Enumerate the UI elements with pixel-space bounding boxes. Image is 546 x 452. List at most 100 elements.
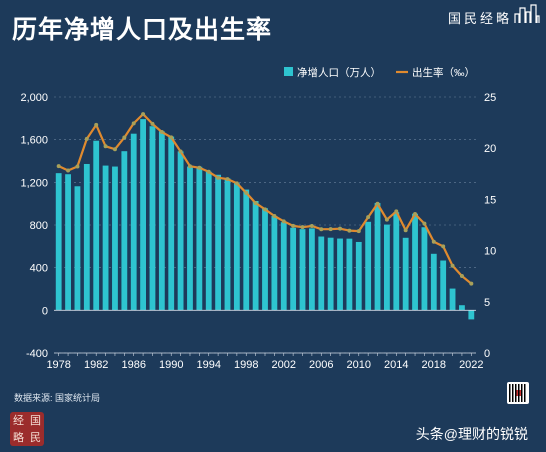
data-source-note: 数据来源: 国家统计局 (14, 393, 101, 403)
y-right-tick-label: 20 (484, 143, 496, 155)
birth-rate-point (244, 190, 249, 195)
y-left-tick-label: 1,200 (20, 177, 48, 189)
brand-seal: 经 国 略 民 (10, 412, 44, 446)
birth-rate-point (403, 228, 408, 233)
bar (299, 229, 306, 311)
birth-rate-point (225, 177, 230, 182)
birth-rate-point (253, 201, 258, 206)
bar (55, 173, 62, 311)
y-left-tick-label: 400 (30, 263, 48, 275)
x-tick-label: 2022 (459, 359, 483, 371)
birth-rate-point (56, 164, 61, 169)
bar (346, 238, 353, 311)
bar (262, 208, 268, 311)
birth-rate-point (441, 244, 446, 249)
bar (430, 253, 437, 311)
seal-char: 民 (30, 431, 41, 444)
x-tick-label: 2018 (422, 359, 446, 371)
bar (271, 216, 278, 311)
birth-rate-point (75, 164, 80, 169)
y-right-tick-label: 15 (484, 194, 496, 206)
x-tick-label: 2010 (347, 359, 371, 371)
watermark-credit: 头条@理财的锐锐 (415, 426, 528, 442)
birth-rate-point (356, 229, 361, 234)
birth-rate-point (347, 228, 352, 233)
bar (65, 174, 71, 311)
birth-rate-point (150, 121, 155, 126)
bar (74, 186, 81, 311)
bar (149, 126, 156, 311)
x-tick-label: 2006 (309, 359, 333, 371)
bar (290, 227, 297, 311)
x-tick-label: 2002 (272, 359, 296, 371)
bar (158, 131, 165, 311)
birth-rate-point (431, 239, 436, 244)
legend-label-line: 出生率（‰） (412, 66, 475, 79)
bar (224, 178, 231, 311)
bar (318, 236, 325, 311)
birth-rate-point (216, 175, 221, 180)
birth-rate-point (263, 207, 267, 212)
bar (252, 201, 259, 311)
population-chart: -400 0 400 800 1,200 1,600 2,000 0 5 10 15 20 25 1978… (20, 66, 496, 371)
birth-rate-point (131, 121, 136, 126)
bar (177, 151, 184, 311)
y-right-tick-label: 25 (484, 92, 496, 104)
seal-char: 经 (13, 414, 24, 427)
birth-rate-point (394, 209, 399, 214)
x-tick-label: 2014 (384, 359, 408, 371)
bar (130, 133, 137, 311)
y-right-tick-label: 0 (484, 348, 490, 360)
bar (243, 189, 250, 311)
birth-rate-point (450, 263, 455, 268)
birth-rate-point (178, 149, 183, 154)
birth-rate-point (169, 135, 174, 140)
bar (440, 260, 447, 311)
bar (402, 237, 409, 311)
seal-char: 略 (13, 431, 24, 444)
bar (196, 166, 203, 311)
seal-char: 国 (30, 414, 41, 427)
birth-rate-point (272, 213, 277, 218)
birth-rate-point (328, 227, 333, 232)
bar (102, 165, 109, 311)
bar (459, 305, 465, 311)
birth-rate-point (422, 221, 427, 226)
x-tick-label: 1986 (121, 359, 145, 371)
y-left-tick-label: 800 (30, 220, 48, 232)
bar (365, 221, 372, 311)
birth-rate-point (338, 226, 343, 231)
y-left-tick-label: 1,600 (20, 135, 48, 147)
bar (337, 238, 343, 311)
birth-rate-point (122, 135, 127, 140)
x-tick-label: 1978 (46, 359, 70, 371)
y-left-tick-label: 0 (42, 305, 48, 317)
birth-rate-point (319, 227, 324, 232)
y-left-tick-label: 2,000 (20, 92, 48, 104)
bar (83, 163, 90, 311)
bar (168, 136, 175, 311)
bar (374, 203, 381, 311)
y-right-tick-label: 10 (484, 246, 496, 258)
brand-logo: 国民经略 (447, 12, 512, 27)
birth-rate-point (384, 217, 389, 222)
birth-rate-point (300, 225, 305, 230)
bar (93, 140, 100, 311)
birth-rate-point (84, 136, 89, 141)
birth-rate-point (206, 169, 211, 174)
bar (233, 183, 240, 311)
x-tick-label: 1998 (234, 359, 258, 371)
y-right-tick-label: 5 (484, 297, 490, 309)
legend: 净增人口（万人） 出生率（‰） (284, 66, 475, 79)
birth-rate-point (103, 144, 108, 149)
bar (384, 224, 390, 311)
qr-code-icon[interactable] (507, 382, 529, 404)
bar (393, 212, 400, 311)
birth-rate-point (291, 223, 296, 228)
birth-rate-point (141, 112, 146, 117)
legend-swatch-bar (284, 67, 293, 76)
birth-rate-point (159, 130, 164, 135)
x-tick-label: 1990 (159, 359, 183, 371)
birth-rate-point (94, 122, 99, 127)
birth-rate-point (112, 147, 117, 152)
